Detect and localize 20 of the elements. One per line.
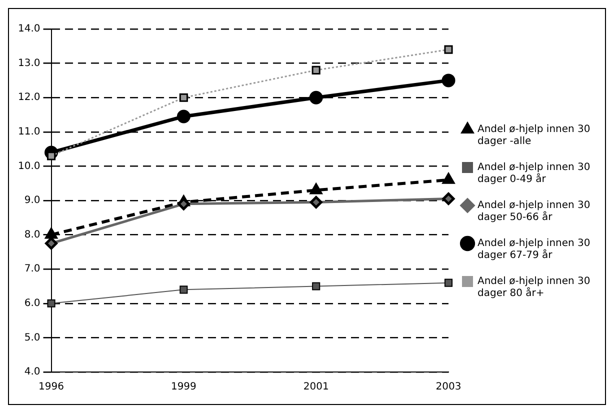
y-tick-label: 4.0	[24, 366, 40, 378]
y-tick-label: 7.0	[24, 264, 40, 275]
x-tick-label: 1999	[170, 382, 196, 393]
y-tick-label: 8.0	[24, 229, 40, 240]
y-tick-label: 9.0	[24, 195, 40, 206]
legend-label: Andel ø-hjelp innen 30 dager 50-66 år	[478, 200, 590, 224]
legend-label: Andel ø-hjelp innen 30 dager 80 år+	[478, 276, 590, 300]
y-tick-label: 13.0	[18, 58, 40, 69]
legend-label: Andel ø-hjelp innen 30 dager -alle	[478, 124, 590, 148]
x-tick-label: 2003	[436, 382, 462, 393]
legend-label: Andel ø-hjelp innen 30 dager 67-79 år	[478, 238, 590, 262]
y-tick-label: 5.0	[24, 332, 40, 344]
y-tick-label: 11.0	[18, 126, 40, 138]
x-tick-label: 2001	[303, 382, 329, 393]
legend-label: Andel ø-hjelp innen 30 dager 0-49 år	[478, 162, 590, 186]
x-tick-label: 1996	[38, 382, 64, 393]
y-tick-label: 10.0	[18, 160, 40, 172]
y-tick-label: 14.0	[18, 24, 40, 35]
y-tick-label: 12.0	[18, 92, 40, 104]
y-tick-label: 6.0	[24, 298, 40, 309]
